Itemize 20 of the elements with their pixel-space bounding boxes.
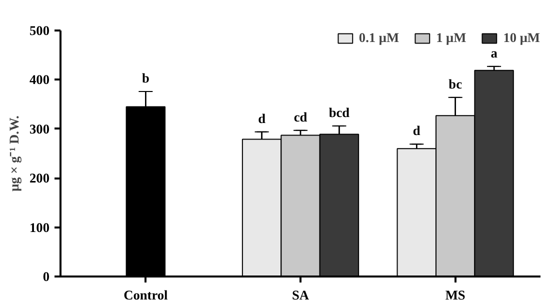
data-label: d — [412, 123, 421, 138]
legend-label: 10 μM — [503, 30, 540, 46]
x-tick-label: Control — [124, 288, 168, 302]
data-label: bc — [448, 76, 462, 92]
data-label: d — [258, 110, 266, 126]
y-tick-label: 500 — [30, 23, 50, 38]
y-tick-label: 100 — [30, 220, 50, 235]
y-axis-title: μg × g⁻¹ D.W. — [6, 116, 22, 192]
legend-label: 0.1 μM — [358, 30, 400, 46]
x-tick-label: MS — [445, 288, 466, 302]
legend-label: 1 μM — [436, 30, 466, 46]
x-tick-label: SA — [292, 288, 310, 302]
data-label: b — [142, 70, 150, 86]
y-tick-label: 400 — [30, 72, 50, 88]
y-tick-label: 200 — [30, 170, 50, 186]
data-label: bcd — [328, 104, 350, 120]
y-tick-label: 0 — [42, 269, 50, 284]
y-tick-label: 300 — [30, 121, 50, 136]
data-label: a — [490, 45, 498, 60]
data-label: cd — [294, 109, 308, 124]
